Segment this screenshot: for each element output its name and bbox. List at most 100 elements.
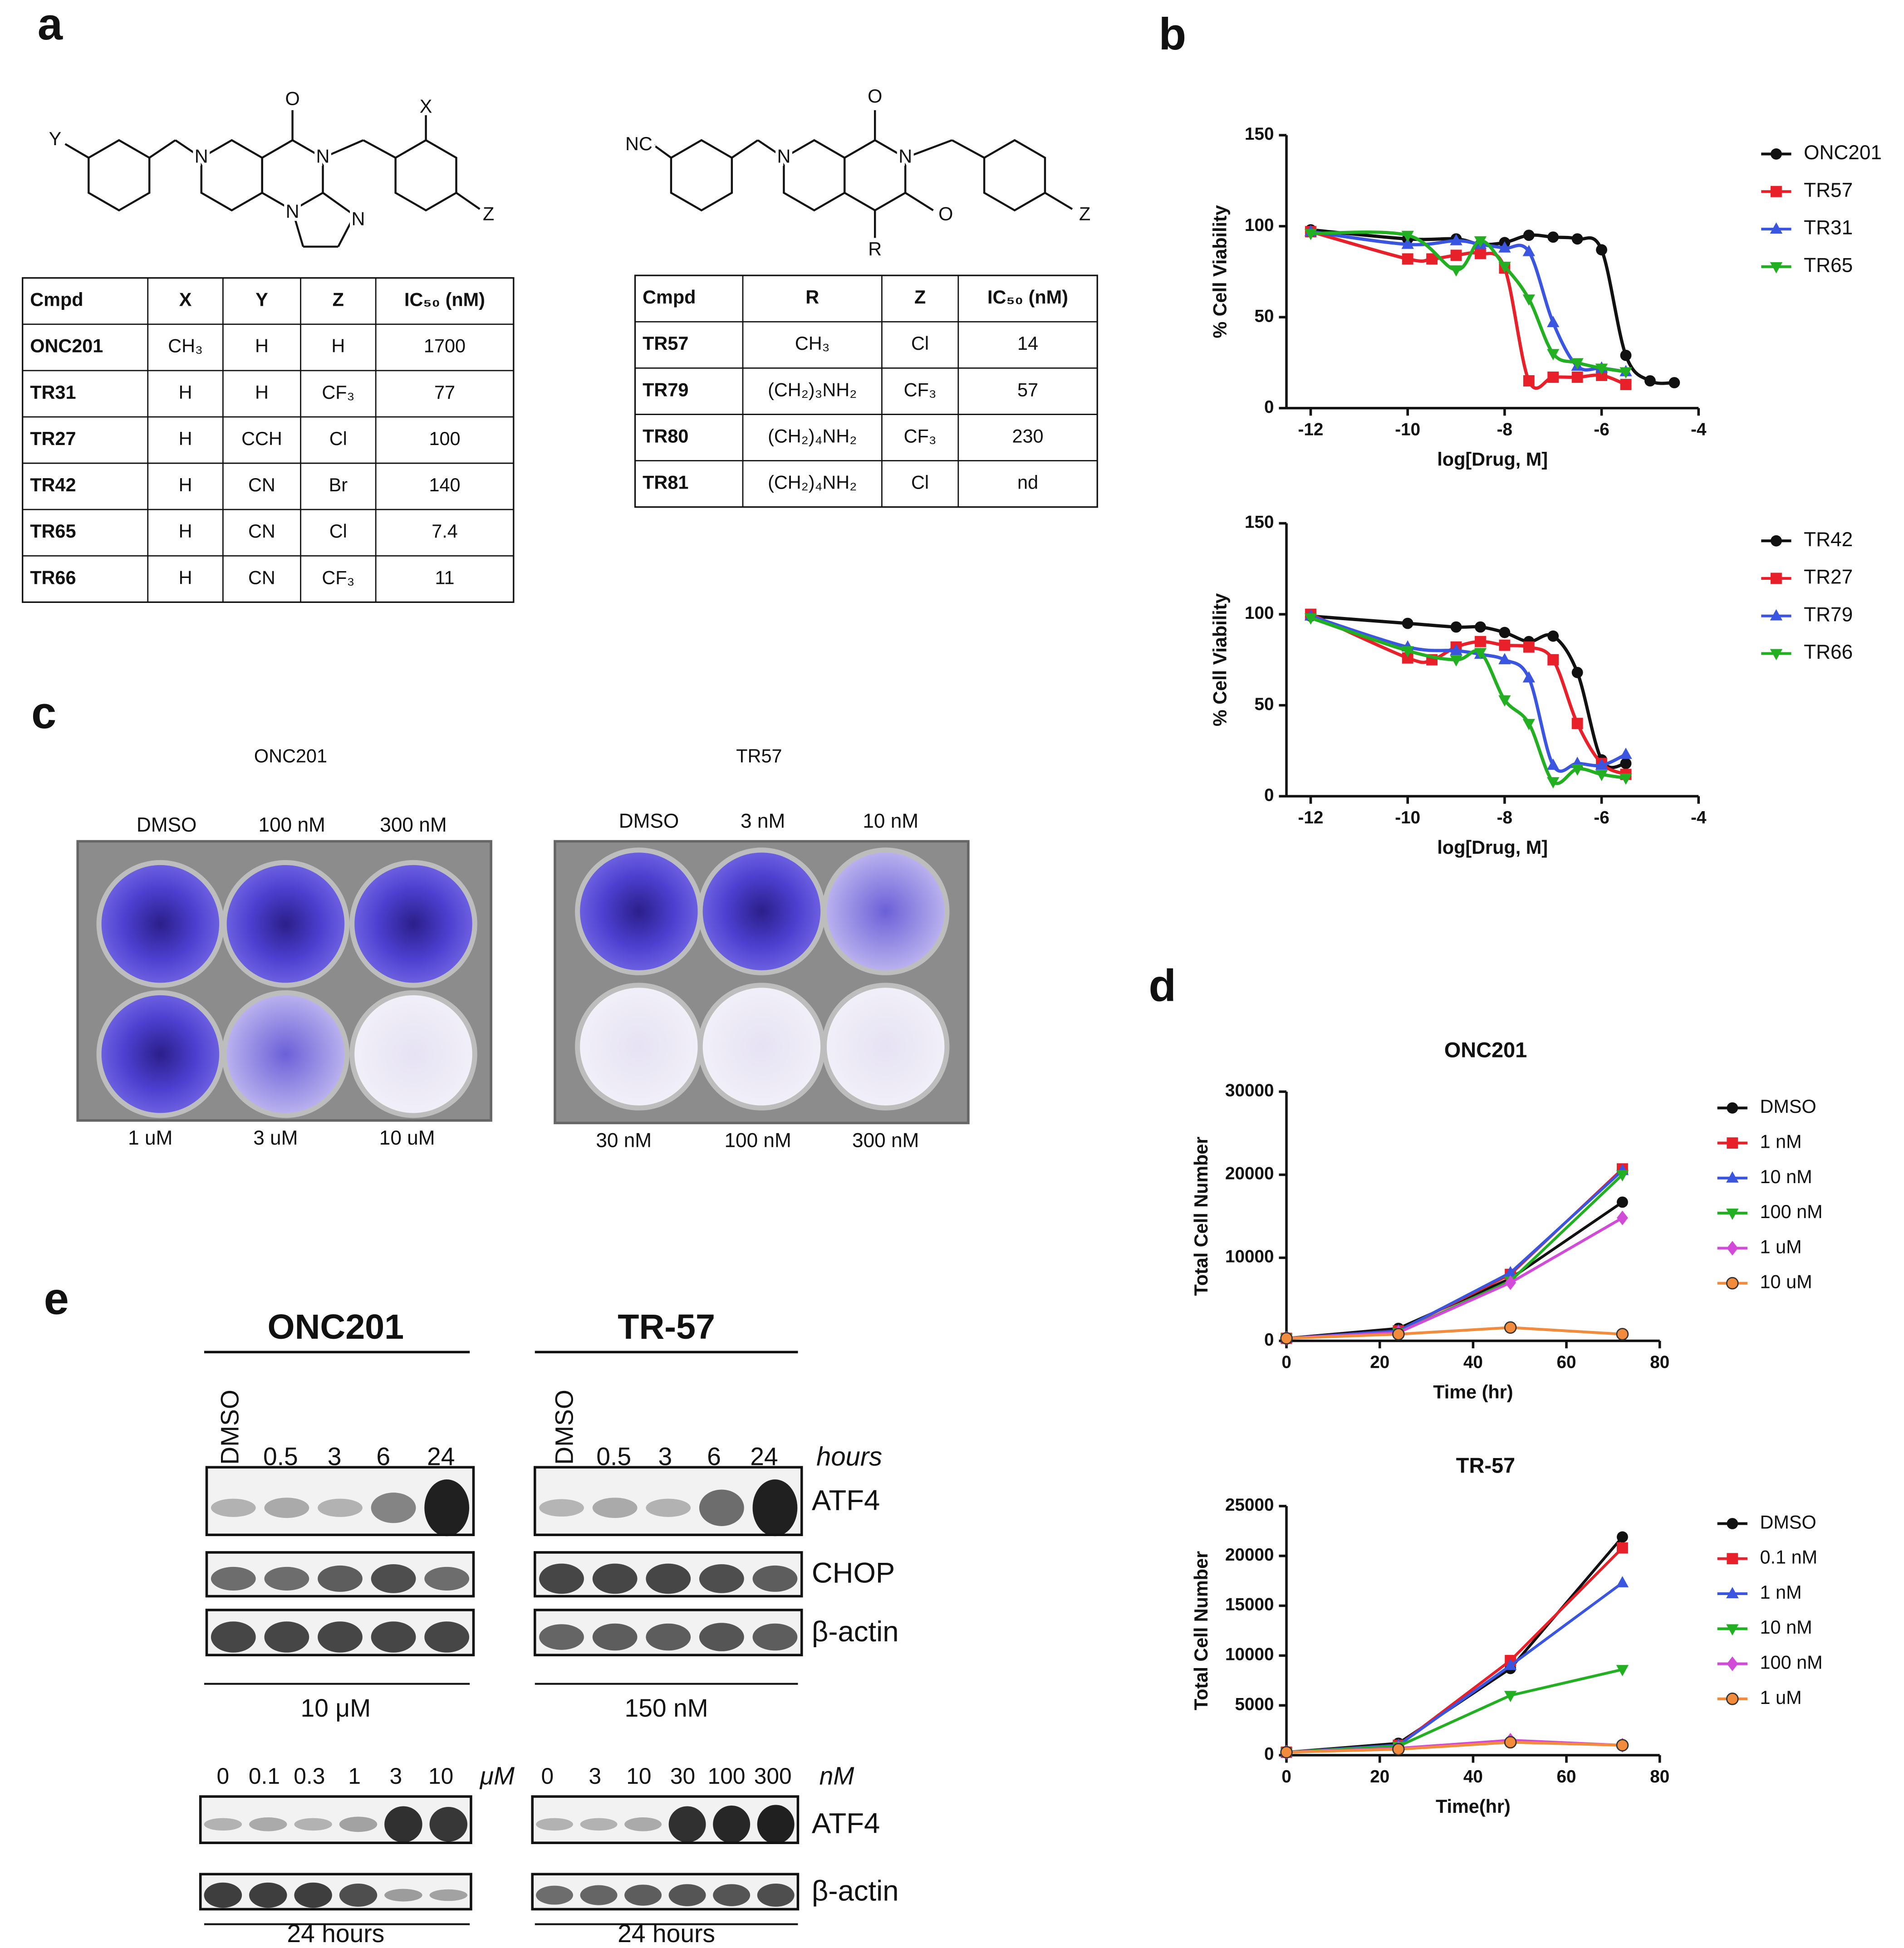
- chart-title: TR-57: [1456, 1454, 1515, 1478]
- atom-label: O: [938, 204, 953, 225]
- table-cell: CF₃: [904, 379, 937, 400]
- lane-label: 3: [390, 1763, 402, 1789]
- marker: [1474, 236, 1487, 248]
- x-axis-title: log[Drug, M]: [1437, 449, 1548, 470]
- table-cell: Cl: [911, 472, 929, 493]
- well: [826, 852, 945, 970]
- marker: [1401, 237, 1414, 249]
- y-tick-label: 0: [1264, 1330, 1274, 1350]
- band: [752, 1479, 798, 1537]
- band: [539, 1624, 584, 1650]
- x-tick-label: 60: [1557, 1352, 1576, 1372]
- marker: [1571, 666, 1583, 678]
- table-cell: H: [179, 382, 192, 403]
- marker: [1616, 1739, 1629, 1752]
- lane-label: 6: [376, 1443, 390, 1471]
- atom-label: O: [868, 86, 882, 107]
- band: [264, 1566, 309, 1591]
- marker: [1620, 349, 1632, 361]
- table-cell: CN: [248, 567, 275, 588]
- panel-label: a: [38, 0, 63, 49]
- marker: [1499, 639, 1511, 651]
- y-tick-label: 150: [1245, 513, 1274, 532]
- legend-label: TR79: [1804, 603, 1853, 626]
- ring: [394, 139, 457, 212]
- marker: [1727, 1241, 1738, 1256]
- atom-label: NC: [625, 133, 653, 154]
- legend-label: 10 nM: [1760, 1166, 1812, 1187]
- table-cell: Cl: [911, 333, 929, 354]
- table-cell: TR66: [30, 567, 76, 588]
- legend-label: 1 nM: [1760, 1582, 1802, 1603]
- unit-label: hours: [816, 1442, 882, 1471]
- table-border: [22, 277, 515, 603]
- chart-title: ONC201: [1444, 1038, 1527, 1062]
- y-tick-label: 10000: [1225, 1645, 1274, 1664]
- x-tick-label: 60: [1557, 1767, 1576, 1786]
- marker: [1547, 759, 1560, 770]
- x-tick-label: -4: [1691, 420, 1707, 440]
- marker: [1450, 234, 1462, 245]
- marker: [1616, 1576, 1629, 1587]
- ring: [200, 139, 263, 212]
- band: [752, 1623, 798, 1651]
- band: [580, 1818, 618, 1831]
- table-cell: H: [179, 428, 192, 449]
- x-tick-label: 80: [1650, 1767, 1669, 1786]
- marker: [1523, 230, 1535, 241]
- marker: [1498, 695, 1511, 707]
- marker: [1401, 646, 1414, 658]
- band: [624, 1817, 662, 1831]
- marker: [1770, 222, 1783, 234]
- marker: [1504, 1266, 1517, 1277]
- bond: [731, 139, 759, 159]
- well: [354, 865, 472, 983]
- panel-label: d: [1148, 960, 1176, 1011]
- lane-label: 0.3: [294, 1763, 325, 1789]
- lane-label: 3: [589, 1763, 601, 1789]
- marker: [1619, 747, 1632, 759]
- unit-label: nM: [820, 1762, 854, 1790]
- ring: [983, 139, 1046, 212]
- condition-label: 24 hours: [618, 1919, 715, 1948]
- marker: [1727, 1137, 1738, 1149]
- legend-label: 1 uM: [1760, 1687, 1802, 1708]
- legend-label: TR27: [1804, 566, 1853, 588]
- lane-label: 300: [754, 1763, 792, 1789]
- ring: [783, 139, 846, 212]
- bond: [653, 144, 672, 159]
- marker: [1726, 1171, 1739, 1183]
- marker: [1596, 244, 1607, 256]
- plate-title: ONC201: [254, 746, 327, 767]
- marker: [1523, 641, 1535, 653]
- well: [826, 988, 945, 1106]
- marker: [1644, 375, 1656, 387]
- marker: [1522, 294, 1535, 306]
- x-axis-title: log[Drug, M]: [1437, 837, 1548, 858]
- band: [429, 1807, 468, 1842]
- well-label: 10 nM: [863, 810, 918, 832]
- table-border: [634, 274, 1098, 508]
- marker: [1450, 250, 1462, 261]
- marker: [1504, 1691, 1517, 1703]
- y-tick-label: 100: [1245, 603, 1274, 623]
- panel-label: e: [44, 1273, 69, 1324]
- band: [384, 1806, 422, 1843]
- lane-label: 3: [328, 1443, 342, 1471]
- table-cell: CN: [248, 521, 275, 542]
- series-line: [1286, 1741, 1623, 1754]
- table-cell: (CH₂)₄NH₂: [768, 426, 857, 446]
- legend-label: DMSO: [1760, 1512, 1816, 1532]
- well: [101, 995, 220, 1113]
- marker: [1304, 229, 1317, 240]
- band: [204, 1818, 242, 1831]
- marker: [1547, 777, 1560, 788]
- marker: [1547, 231, 1559, 243]
- well-label: 3 nM: [741, 810, 785, 832]
- legend-label: TR66: [1804, 641, 1853, 663]
- band: [624, 1884, 662, 1906]
- x-tick-label: 40: [1463, 1767, 1483, 1786]
- lane-label: 0.5: [263, 1443, 298, 1471]
- legend-label: 100 nM: [1760, 1201, 1823, 1222]
